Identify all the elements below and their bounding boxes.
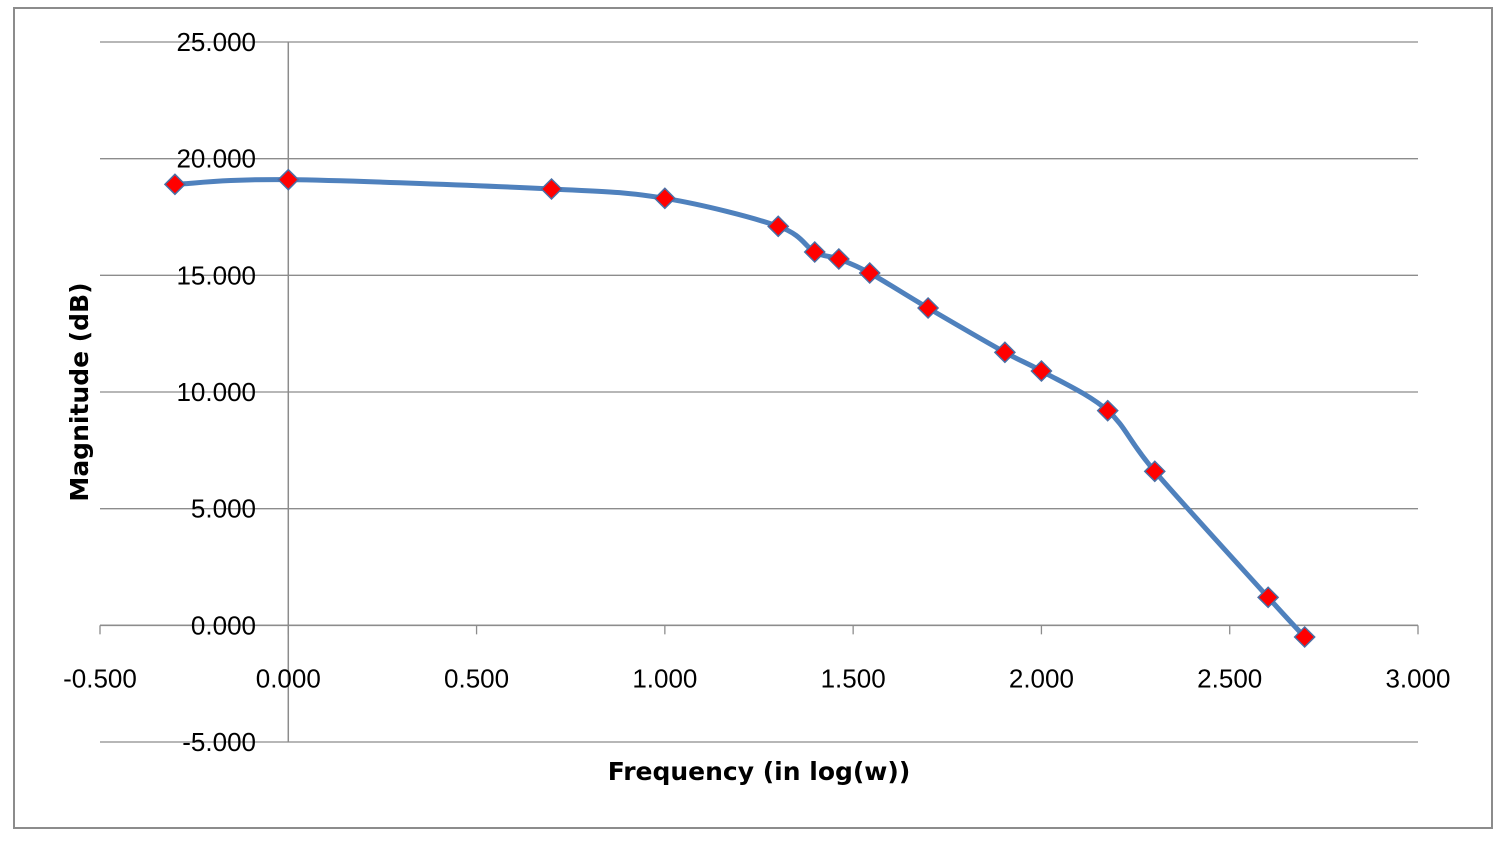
x-tick-label-3: 1.000 bbox=[632, 663, 697, 693]
y-tick-label-2: 5.000 bbox=[191, 494, 256, 524]
y-tick-label-4: 15.000 bbox=[176, 260, 256, 290]
data-point-5 bbox=[803, 240, 826, 264]
x-axis-tick-labels: -0.500 0.000 0.500 1.000 1.500 2.000 2.500 3.00… bbox=[63, 663, 1450, 693]
x-tick-label-2: 0.500 bbox=[444, 663, 509, 693]
data-point-6 bbox=[827, 247, 850, 271]
y-axis-title: Magnitude (dB) bbox=[65, 282, 94, 501]
x-tick-label-7: 3.000 bbox=[1385, 663, 1450, 693]
data-point-4 bbox=[767, 215, 790, 238]
series-line bbox=[172, 177, 1308, 640]
series-markers bbox=[163, 168, 1316, 649]
data-point-2 bbox=[540, 177, 563, 201]
y-tick-label-3: 10.000 bbox=[176, 377, 256, 407]
x-tick-label-0: -0.500 bbox=[63, 663, 137, 693]
x-tick-label-5: 2.000 bbox=[1009, 663, 1074, 693]
x-tick-label-1: 0.000 bbox=[256, 663, 321, 693]
data-point-13 bbox=[1257, 586, 1280, 609]
x-axis-title: Frequency (in log(w)) bbox=[608, 757, 911, 786]
data-point-3 bbox=[653, 187, 676, 210]
x-tick-label-6: 2.500 bbox=[1197, 663, 1262, 693]
data-point-0 bbox=[163, 173, 186, 196]
y-tick-label-1: 0.000 bbox=[191, 610, 256, 640]
data-point-8 bbox=[917, 296, 940, 320]
data-point-7 bbox=[858, 261, 881, 285]
data-point-14 bbox=[1293, 625, 1316, 649]
data-point-9 bbox=[993, 341, 1016, 364]
data-point-1 bbox=[277, 168, 300, 191]
data-point-12 bbox=[1143, 460, 1166, 483]
y-axis-tick-labels: -5.000 0.000 5.000 10.000 15.000 20.000 25.000 bbox=[176, 27, 256, 757]
y-tick-label-0: -5.000 bbox=[182, 727, 256, 757]
y-tick-label-5: 20.000 bbox=[176, 144, 256, 174]
x-axis-ticks bbox=[99, 625, 1419, 635]
data-point-11 bbox=[1096, 399, 1119, 422]
data-point-10 bbox=[1030, 359, 1053, 383]
y-tick-label-6: 25.000 bbox=[176, 27, 256, 57]
chart-frame bbox=[13, 7, 1493, 829]
horizontal-gridlines bbox=[100, 41, 1418, 743]
x-tick-label-4: 1.500 bbox=[821, 663, 886, 693]
